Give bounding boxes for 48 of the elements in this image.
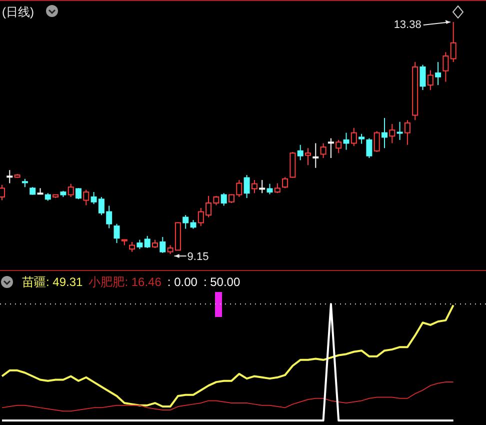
candlestick [251,179,258,194]
candlestick [396,121,403,140]
candlestick [37,188,44,195]
candlestick [350,127,357,146]
text: 苗疆 [22,275,46,289]
candlestick [266,183,273,195]
candlestick [144,235,150,248]
text: 小肥肥 [88,275,125,289]
chart-title: (日线) [2,5,34,19]
candlestick [282,176,288,189]
candlestick [366,138,372,159]
candlestick [420,64,426,91]
text: : 50.00 [203,275,240,289]
candlestick [442,52,449,82]
candlestick [220,192,227,206]
candlestick [114,223,120,244]
candlestick [427,70,434,91]
candlestick [358,133,365,144]
candlestick [76,188,82,200]
candlestick [259,179,266,194]
candlestick [297,144,304,161]
candlestick [374,130,380,152]
candlestick [83,189,90,206]
candlestick [129,241,136,252]
candlestick [382,117,388,149]
candlestick [244,174,250,199]
annotation: 9.15 [187,251,209,263]
candlestick [305,148,311,166]
candlestick [435,62,442,86]
candlestick [336,139,342,154]
text: : 16.46 [124,275,162,289]
candlestick [136,239,143,250]
text: : 0.00 [167,275,198,289]
candlestick [404,120,410,146]
candlestick [0,184,5,201]
candlestick [6,170,13,184]
candlestick [68,183,74,198]
text: : 49.31 [46,275,84,289]
candlestick [328,138,334,159]
candlestick [389,124,396,144]
candlestick [274,182,280,194]
annotation: 13.38 [394,19,422,31]
candlestick [312,142,319,168]
candlestick [182,214,189,230]
candlestick [320,142,326,159]
candlestick [343,132,350,150]
candlestick [450,22,456,63]
candlestick [160,236,166,254]
